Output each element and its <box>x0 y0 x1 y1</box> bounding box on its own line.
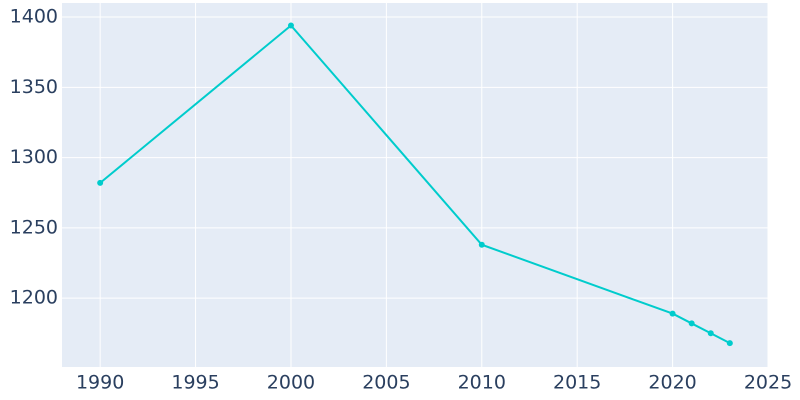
y-tick-label: 1300 <box>10 146 58 168</box>
data-point <box>669 310 676 317</box>
y-tick-label: 1350 <box>10 76 58 98</box>
plot-background <box>62 3 768 367</box>
data-point <box>287 22 294 29</box>
data-point <box>688 320 695 327</box>
x-tick-label: 1990 <box>76 372 124 394</box>
x-tick-label: 2015 <box>553 372 601 394</box>
data-point <box>707 330 714 337</box>
y-tick-label: 1400 <box>10 6 58 28</box>
x-tick-label: 2000 <box>267 372 315 394</box>
y-tick-label: 1200 <box>10 287 58 309</box>
data-point <box>726 340 733 347</box>
x-tick-label: 1995 <box>171 372 219 394</box>
x-tick-label: 2025 <box>744 372 792 394</box>
y-tick-label: 1250 <box>10 216 58 238</box>
data-point <box>478 241 485 248</box>
x-tick-label: 2005 <box>362 372 410 394</box>
x-tick-label: 2010 <box>458 372 506 394</box>
x-tick-label: 2020 <box>648 372 696 394</box>
data-point <box>97 179 104 186</box>
